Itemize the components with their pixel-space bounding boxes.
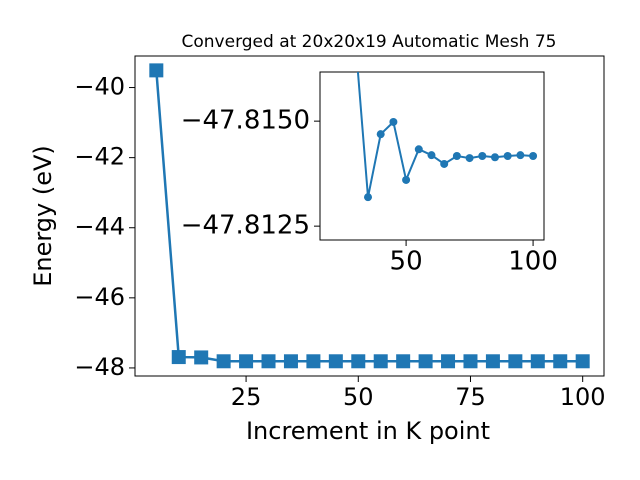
series: [149, 63, 590, 369]
marker: [553, 354, 568, 369]
marker: [328, 354, 343, 369]
marker: [575, 354, 590, 369]
y-tick-label: −46: [74, 283, 125, 311]
x-tick-label: 100: [508, 247, 558, 277]
marker: [283, 354, 298, 369]
marker: [440, 159, 449, 168]
y-tick-label: −44: [74, 213, 125, 241]
marker: [490, 153, 499, 162]
marker: [452, 152, 461, 160]
y-axis-label: Energy (eV): [29, 145, 57, 287]
marker: [465, 154, 474, 163]
marker: [351, 354, 366, 369]
marker: [261, 354, 276, 369]
series: [356, 72, 538, 202]
chart-title: Converged at 20x20x19 Automatic Mesh 75: [182, 32, 557, 52]
marker: [216, 354, 231, 369]
y-tick-label: −42: [74, 143, 125, 171]
y-tick-label: −40: [74, 73, 125, 101]
marker: [503, 152, 512, 160]
marker: [239, 354, 254, 369]
x-axis-label: Increment in K point: [246, 417, 490, 445]
x-tick-label: 25: [231, 383, 262, 411]
marker: [171, 350, 186, 365]
marker: [418, 354, 433, 369]
marker: [485, 354, 500, 369]
marker: [478, 152, 487, 160]
marker: [463, 354, 478, 369]
marker: [441, 354, 456, 369]
y-tick-label: −47.8150: [181, 106, 310, 136]
marker: [149, 63, 164, 78]
marker: [529, 152, 538, 160]
x-tick-label: 75: [455, 383, 486, 411]
marker: [373, 354, 388, 369]
marker: [402, 175, 411, 184]
y-tick-label: −48: [74, 353, 125, 381]
marker: [306, 354, 321, 369]
marker: [530, 354, 545, 369]
marker: [516, 151, 525, 160]
x-tick-label: 100: [560, 383, 606, 411]
marker: [364, 193, 372, 202]
marker: [427, 151, 436, 160]
marker: [194, 350, 209, 365]
marker: [508, 354, 523, 369]
y-tick-label: −47.8125: [181, 211, 310, 241]
x-tick-label: 50: [343, 383, 374, 411]
marker: [376, 130, 385, 139]
marker: [396, 354, 411, 369]
x-tick-label: 50: [390, 247, 423, 277]
marker: [389, 117, 398, 126]
marker: [414, 145, 423, 154]
